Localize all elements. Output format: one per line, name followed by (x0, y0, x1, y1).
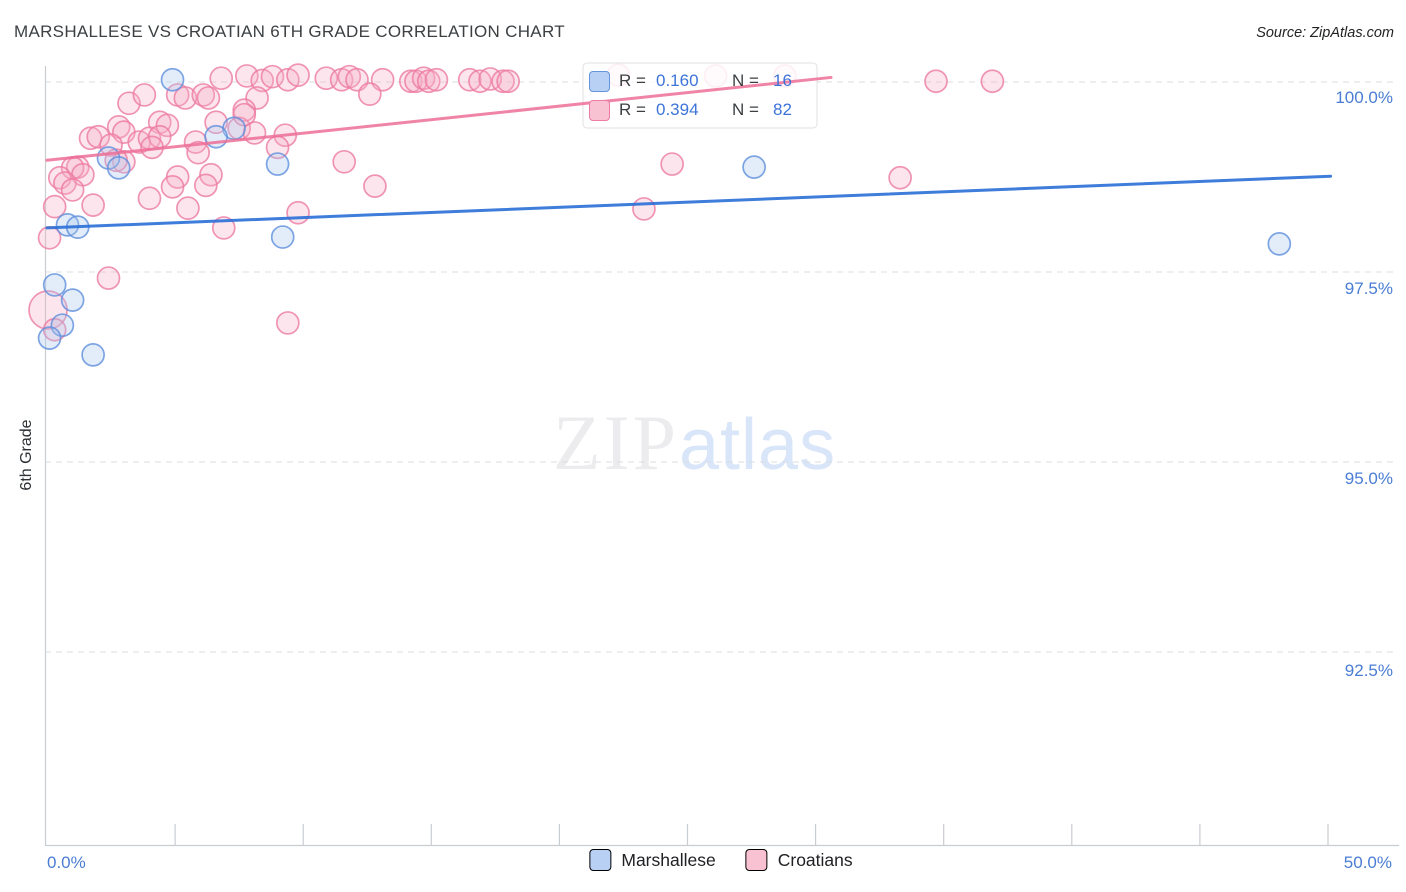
axes-frame (44, 66, 1399, 847)
legend-label-marshallese: Marshallese (621, 849, 716, 870)
y-tick-97-5: 97.5% (1344, 279, 1393, 298)
y-axis-title: 6th Grade (18, 419, 35, 491)
legend-row-croatians: R = 0.394 N = 82 (583, 97, 817, 123)
zipatlas-watermark: ZIPatlas (553, 404, 836, 482)
r-label: R = (619, 100, 646, 119)
series-legend: Marshallese Croatians (589, 849, 853, 871)
source-attribution: Source: ZipAtlas.com (1256, 25, 1394, 41)
r-value-croatians: 0.394 (656, 100, 699, 119)
legend-row-marshallese: R = 0.160 N = 16 (583, 68, 817, 94)
trendline-croatians (45, 75, 833, 162)
legend-item-croatians: Croatians (745, 849, 853, 871)
croatians-swatch-icon (745, 849, 768, 871)
gridlines (45, 81, 1396, 653)
n-label: N = (732, 100, 759, 119)
croatians-swatch-icon (589, 99, 610, 121)
marshallese-swatch-icon (589, 70, 610, 92)
n-value-marshallese: 16 (773, 71, 792, 90)
legend-item-marshallese: Marshallese (589, 849, 716, 871)
trendline-marshallese (45, 174, 1333, 230)
n-label: N = (732, 71, 759, 90)
correlation-legend: R = 0.160 N = 16 R = 0.394 N = 82 (583, 63, 817, 128)
y-tick-92-5: 92.5% (1344, 661, 1393, 680)
watermark-zip: ZIP (553, 399, 679, 486)
page-title: MARSHALLESE VS CROATIAN 6TH GRADE CORREL… (14, 22, 565, 41)
x-tick-0: 0.0% (47, 853, 86, 872)
points-marshallese (37, 67, 1292, 367)
points-croatians (28, 63, 1005, 342)
legend-label-croatians: Croatians (777, 849, 853, 870)
y-tick-100: 100.0% (1335, 88, 1393, 107)
marshallese-swatch-icon (589, 849, 612, 871)
n-value-croatians: 82 (773, 100, 792, 119)
y-tick-95: 95.0% (1344, 469, 1393, 488)
r-label: R = (619, 71, 646, 90)
x-tick-50: 50.0% (1343, 853, 1392, 872)
legend-box-background (582, 62, 818, 129)
r-value-marshallese: 0.160 (656, 71, 699, 90)
watermark-atlas: atlas (679, 405, 837, 485)
